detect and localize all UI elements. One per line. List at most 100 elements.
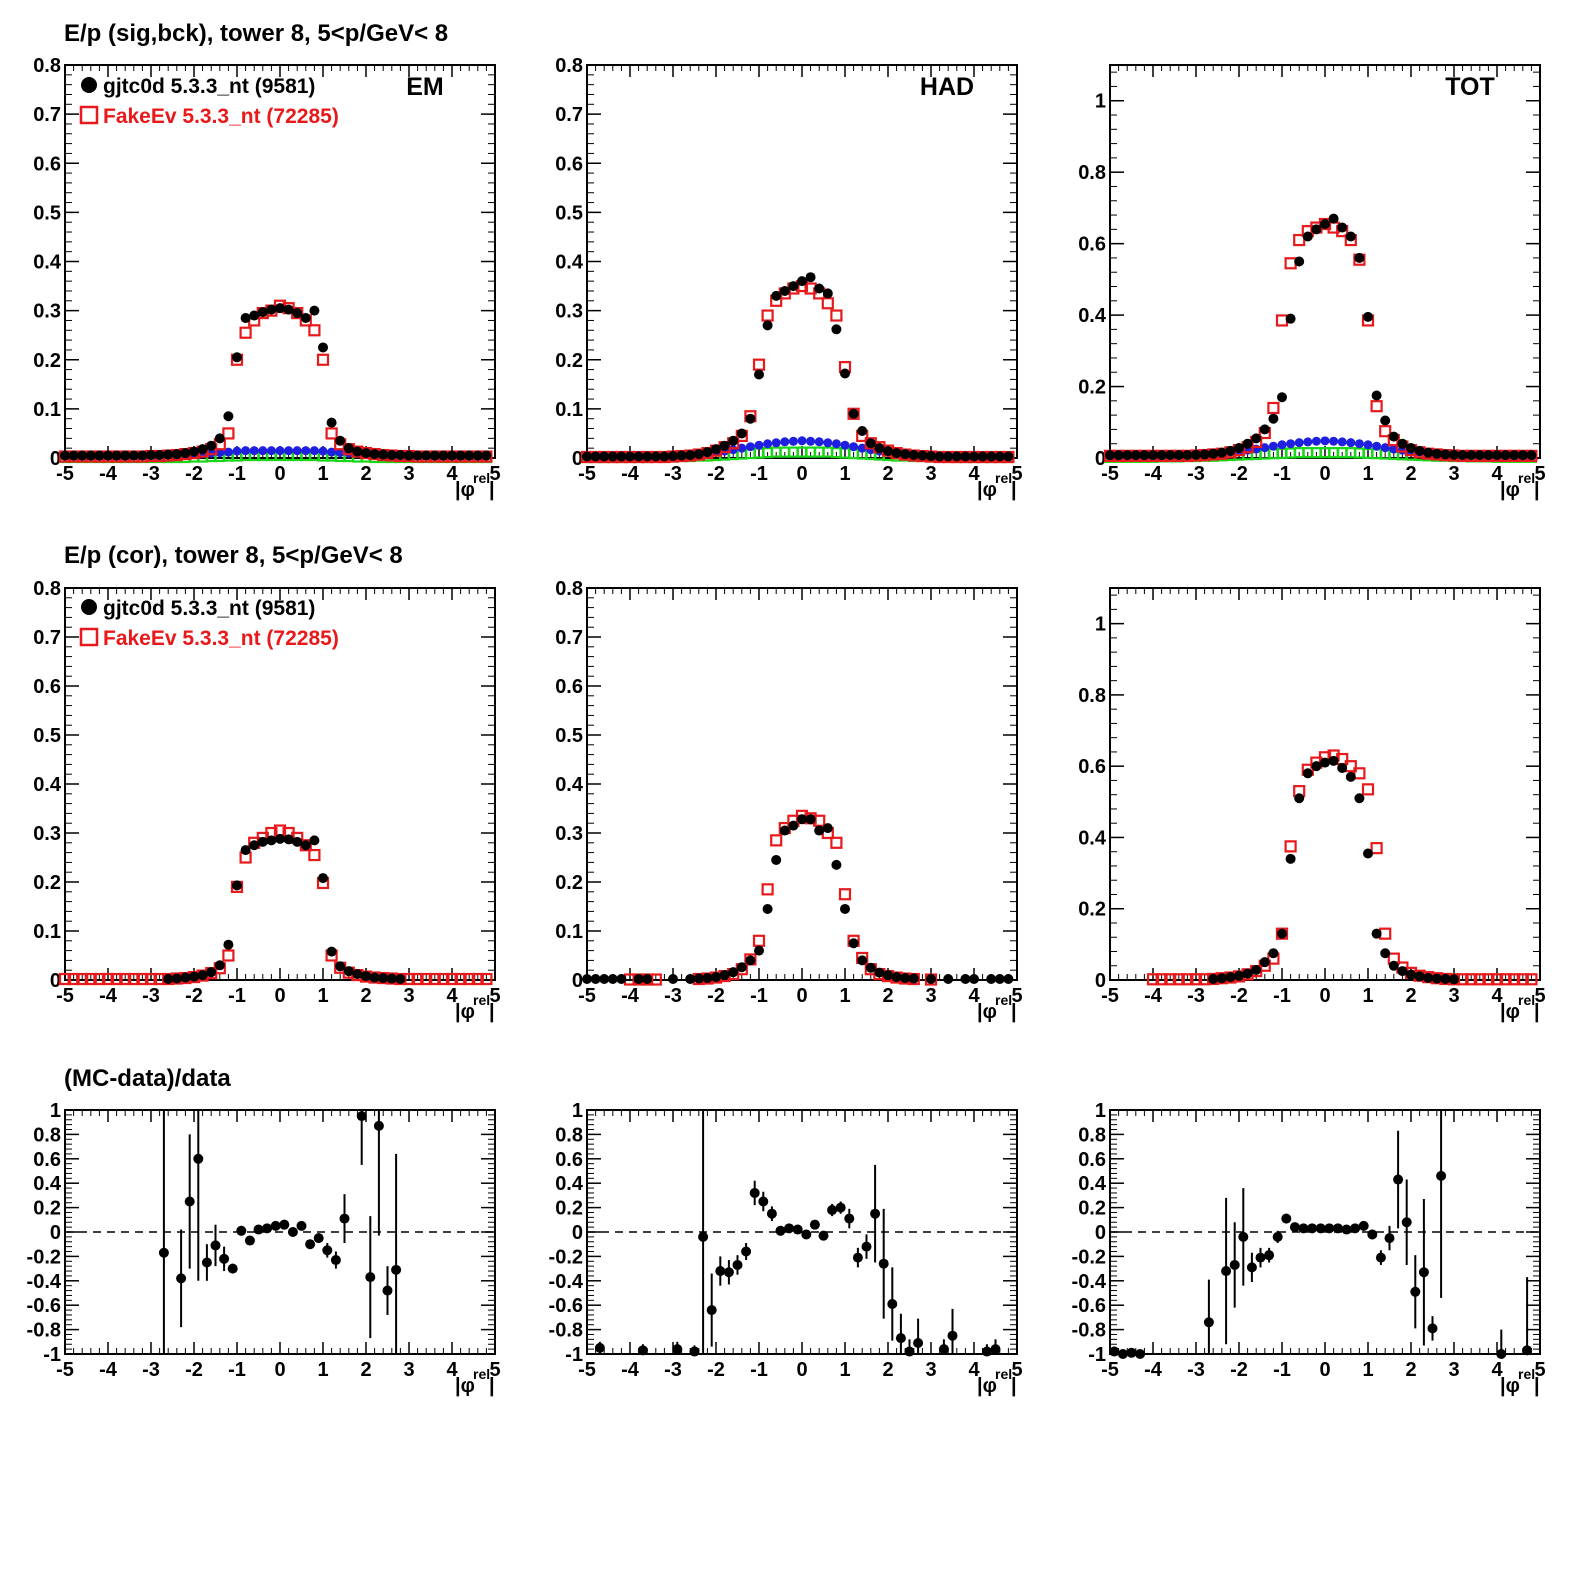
x-axis-label: |φ: [455, 1001, 475, 1023]
point-data: [633, 451, 644, 462]
point-data: [891, 448, 902, 459]
y-tick-label: 0.1: [555, 921, 583, 943]
point-mc: [1490, 973, 1504, 986]
point-mc: [1353, 767, 1366, 780]
point-data: [1003, 974, 1014, 985]
point-data: [1225, 445, 1236, 456]
point-bck_data: [797, 436, 807, 446]
x-tick-label: -4: [621, 985, 640, 1007]
point-data: [1130, 450, 1141, 461]
point-data: [266, 304, 277, 315]
point-data: [1199, 449, 1210, 460]
point-mc: [437, 972, 450, 986]
point-bck_data: [737, 443, 747, 453]
point-bck_data: [266, 446, 276, 456]
point-data: [1268, 413, 1279, 424]
point-mc: [830, 836, 843, 849]
legend-data-label: gjtc0d 5.3.3_nt (9581): [103, 75, 315, 98]
point-data: [685, 974, 696, 985]
point-mc: [144, 972, 158, 986]
point-data: [1384, 1233, 1395, 1244]
row-title-sig-bck: E/p (sig,bck), tower 8, 5<p/GeV< 8: [64, 20, 449, 47]
y-tick-label: 0.5: [33, 202, 61, 224]
point-data: [1281, 1213, 1292, 1224]
point-data: [1449, 974, 1459, 985]
point-data: [883, 970, 893, 981]
point-data: [822, 823, 833, 834]
point-mc: [770, 834, 783, 847]
x-tick-label: -5: [1101, 1359, 1119, 1381]
x-tick-label: -5: [578, 1359, 596, 1381]
y-tick-label: 0.2: [33, 1198, 61, 1220]
point-data: [361, 448, 371, 459]
point-data: [189, 971, 199, 982]
point-data: [240, 312, 251, 323]
x-axis-label-bar: |: [1011, 479, 1017, 501]
point-data: [111, 450, 122, 461]
x-axis-label-bar: |: [1534, 479, 1540, 501]
point-data: [1208, 973, 1219, 984]
point-data: [1109, 1346, 1120, 1357]
point-data: [1388, 431, 1399, 442]
x-tick-label: 5: [1011, 985, 1022, 1007]
point-bck_data: [857, 443, 867, 453]
point-mc: [239, 326, 252, 339]
point-data: [1341, 1224, 1352, 1235]
point-data: [1182, 450, 1193, 461]
y-tick-label: 0.4: [33, 774, 62, 796]
x-tick-label: 3: [403, 985, 414, 1007]
point-data: [848, 938, 859, 949]
point-data: [672, 1344, 683, 1355]
point-data: [668, 974, 678, 985]
series-mc: [1103, 217, 1538, 462]
point-data: [232, 880, 242, 891]
x-tick-label: -5: [578, 985, 596, 1007]
x-tick-label: -4: [1144, 463, 1163, 485]
point-mc: [67, 972, 80, 986]
point-data: [728, 435, 739, 446]
point-data: [814, 825, 825, 836]
point-data: [599, 974, 610, 985]
point-data: [1414, 971, 1425, 982]
point-data: [702, 973, 713, 984]
point-data: [1406, 442, 1416, 453]
point-data: [1406, 969, 1416, 980]
x-tick-label: 0: [796, 985, 807, 1007]
legend-data-marker: [81, 599, 97, 615]
point-data: [754, 369, 764, 380]
point-data: [1509, 450, 1520, 461]
point-mc: [830, 309, 843, 322]
point-bck_data: [1363, 440, 1373, 450]
x-tick-label: -3: [664, 463, 682, 485]
point-data: [642, 451, 653, 462]
point-data: [292, 308, 303, 319]
point-data: [391, 1264, 402, 1275]
x-tick-label: -3: [664, 1359, 682, 1381]
x-tick-label: 0: [796, 463, 807, 485]
point-data: [779, 825, 790, 836]
point-data: [330, 1255, 341, 1266]
y-tick-label: -1: [1088, 1344, 1106, 1366]
point-data: [1264, 1250, 1275, 1261]
point-data: [1337, 762, 1348, 773]
point-data: [1234, 442, 1244, 453]
point-data: [146, 450, 156, 461]
point-data: [287, 1227, 298, 1237]
point-data: [472, 450, 483, 461]
point-bck_data: [1354, 439, 1364, 449]
point-data: [1003, 451, 1014, 462]
y-tick-label: 0.8: [33, 578, 61, 600]
y-tick-label: 1: [1095, 614, 1106, 636]
point-data: [171, 973, 182, 984]
point-mc: [1275, 314, 1289, 327]
point-data: [305, 1239, 316, 1250]
point-data: [1165, 450, 1176, 461]
point-data: [736, 428, 747, 439]
point-mc: [1164, 973, 1177, 986]
x-axis-label-sup: rel: [995, 992, 1012, 1008]
point-bck_data: [1294, 438, 1304, 448]
y-tick-label: 0.4: [33, 1173, 62, 1195]
y-tick-label: 0.8: [555, 578, 583, 600]
point-mc: [838, 888, 852, 901]
y-tick-label: 1: [50, 1100, 61, 1122]
